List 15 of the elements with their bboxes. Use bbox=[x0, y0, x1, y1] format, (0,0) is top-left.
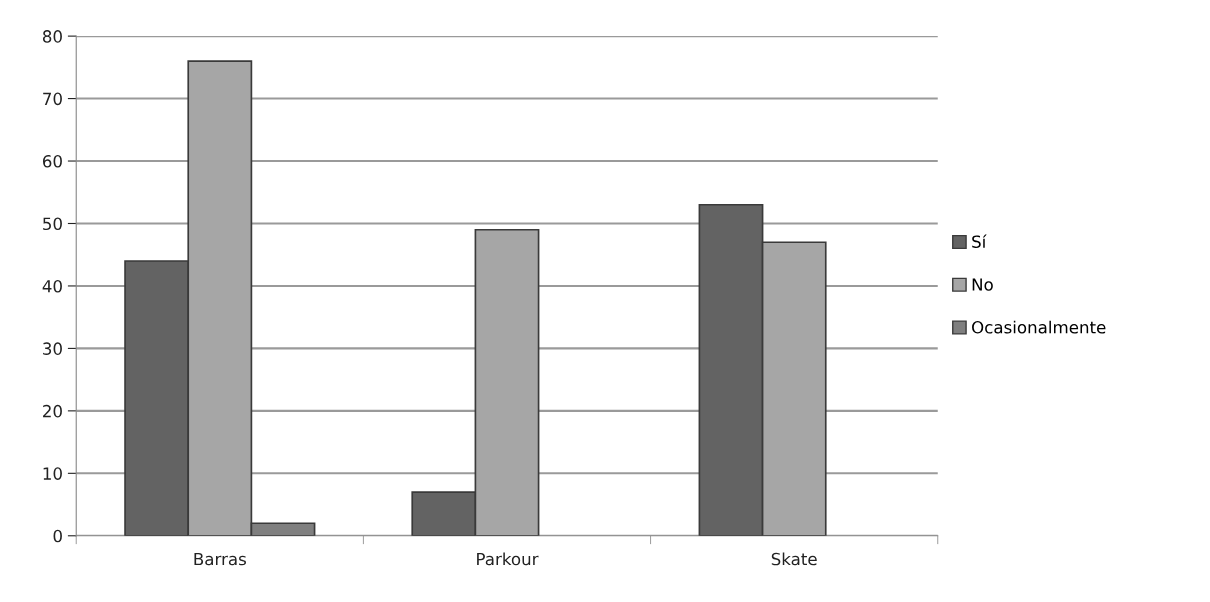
y-tick-label: 60 bbox=[42, 155, 62, 168]
x-tick-label: Barras bbox=[194, 552, 246, 566]
x-tick-label: Parkour bbox=[477, 552, 539, 566]
y-tick-label: 50 bbox=[43, 217, 62, 231]
legend-label: Sí bbox=[972, 234, 987, 248]
y-tick-label: 20 bbox=[43, 404, 62, 418]
y-tick-label: 30 bbox=[43, 342, 62, 355]
x-tick-label: Skate bbox=[771, 552, 817, 566]
y-tick-label: 0 bbox=[53, 529, 62, 543]
y-tick-label: 10 bbox=[43, 467, 62, 480]
y-tick-label: 40 bbox=[42, 279, 62, 293]
legend-label: No bbox=[972, 278, 993, 291]
y-tick-label: 80 bbox=[42, 30, 62, 43]
y-tick-label: 70 bbox=[43, 92, 62, 106]
legend-label: Ocasionalmente bbox=[972, 320, 1106, 334]
